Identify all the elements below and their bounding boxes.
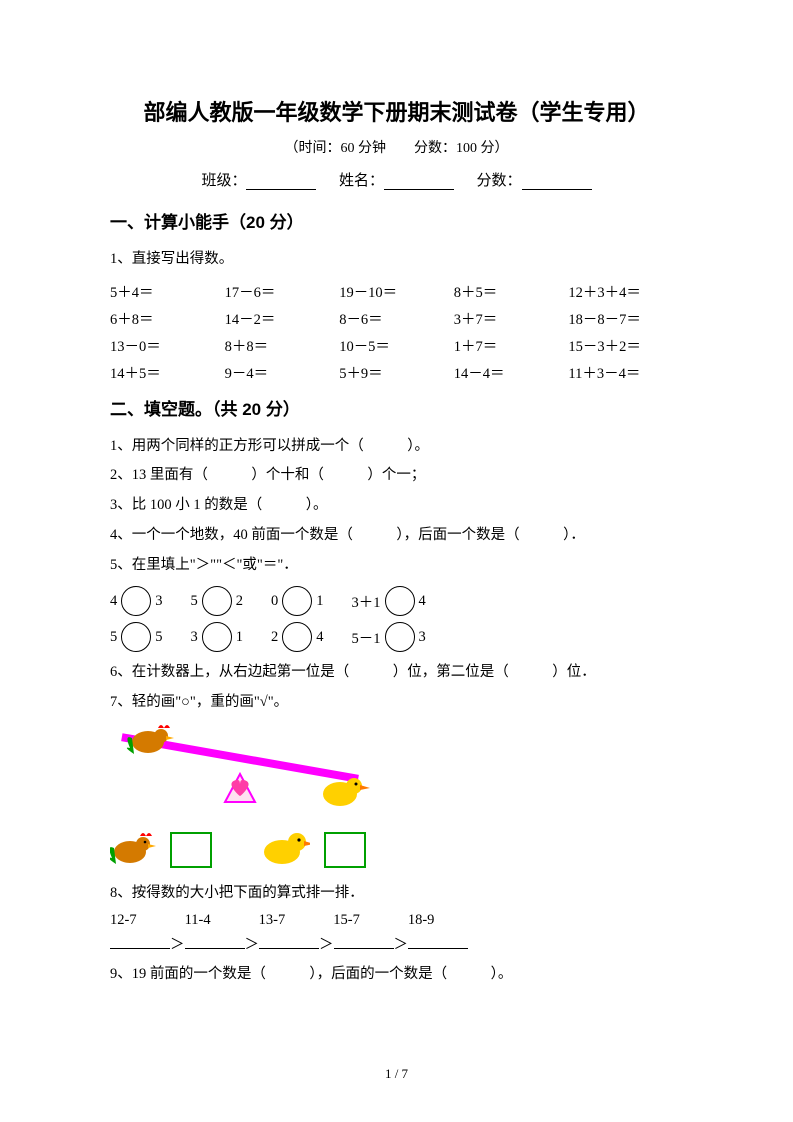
page-footer: 1 / 7	[0, 1066, 793, 1082]
s2-q6: 6、在计数器上，从右边起第一位是（ ）位，第二位是（ ）位．	[110, 658, 683, 688]
calc-cell: 10－5＝	[339, 335, 454, 356]
calc-cell: 8＋8＝	[225, 335, 340, 356]
seesaw-icon	[110, 724, 390, 824]
s1-q1-label: 1、直接写出得数。	[110, 245, 683, 275]
comp-r: 2	[236, 593, 243, 610]
calc-cell: 9－4＝	[225, 362, 340, 383]
comp-l: 5	[191, 593, 198, 610]
rooster-icon	[110, 828, 156, 873]
s2-q1: 1、用两个同样的正方形可以拼成一个（ ）。	[110, 432, 683, 462]
compare-circle[interactable]	[202, 622, 232, 652]
calc-cell: 1＋7＝	[454, 335, 569, 356]
s2-q7: 7、轻的画"○"，重的画"√"。	[110, 688, 683, 718]
sort-blank[interactable]	[185, 935, 245, 949]
comp-r: 3	[155, 593, 162, 610]
compare-item: 3＋1 4	[352, 586, 426, 616]
section2-heading: 二、填空题。（共 20 分）	[110, 395, 683, 420]
calc-cell: 14－4＝	[454, 362, 569, 383]
s2-q3: 3、比 100 小 1 的数是（ ）。	[110, 491, 683, 521]
page-subtitle: （时间：60 分钟 分数：100 分）	[110, 137, 683, 157]
comp-l: 3	[191, 629, 198, 646]
comp-r: 1	[316, 593, 323, 610]
compare-circle[interactable]	[202, 586, 232, 616]
page-title: 部编人教版一年级数学下册期末测试卷（学生专用）	[110, 95, 683, 127]
comp-r: 3	[419, 629, 426, 646]
compare-circle[interactable]	[282, 586, 312, 616]
compare-item: 52	[191, 586, 244, 616]
s2-q5: 5、在里填上"＞""＜"或"＝"．	[110, 551, 683, 581]
score-label: 分数：	[477, 173, 522, 189]
calc-cell: 8－6＝	[339, 308, 454, 329]
sort-items-row: 12-7 11-4 13-7 15-7 18-9	[110, 912, 683, 929]
comp-r: 1	[236, 629, 243, 646]
answer-box-duck[interactable]	[324, 832, 366, 868]
calc-cell: 13－0＝	[110, 335, 225, 356]
calc-cell: 18－8－7＝	[568, 308, 683, 329]
calc-cell: 5＋9＝	[339, 362, 454, 383]
sort-blank[interactable]	[259, 935, 319, 949]
compare-circle[interactable]	[121, 586, 151, 616]
compare-item: 31	[191, 622, 244, 652]
class-label: 班级：	[201, 173, 246, 189]
compare-circle[interactable]	[385, 622, 415, 652]
compare-circle[interactable]	[385, 586, 415, 616]
comp-l: 5	[110, 629, 117, 646]
duck-icon	[260, 828, 310, 873]
class-blank[interactable]	[246, 174, 316, 190]
sort-item: 13-7	[259, 912, 286, 929]
calc-grid: 5＋4＝ 17－6＝ 19－10＝ 8＋5＝ 12＋3＋4＝ 6＋8＝ 14－2…	[110, 281, 683, 383]
calc-cell: 14＋5＝	[110, 362, 225, 383]
page: 部编人教版一年级数学下册期末测试卷（学生专用） （时间：60 分钟 分数：100…	[0, 0, 793, 1122]
comp-l: 5－1	[352, 627, 381, 648]
comp-r: 5	[155, 629, 162, 646]
sort-blank[interactable]	[110, 935, 170, 949]
compare-item: 55	[110, 622, 163, 652]
compare-item: 5－1 3	[352, 622, 426, 652]
calc-cell: 6＋8＝	[110, 308, 225, 329]
calc-cell: 8＋5＝	[454, 281, 569, 302]
sort-blank[interactable]	[408, 935, 468, 949]
seesaw-figure	[110, 724, 390, 824]
compare-circle[interactable]	[282, 622, 312, 652]
sort-blank[interactable]	[334, 935, 394, 949]
comp-r: 4	[316, 629, 323, 646]
answer-row	[110, 828, 683, 873]
calc-cell: 5＋4＝	[110, 281, 225, 302]
sort-blanks-row: ＞＞＞＞	[110, 933, 683, 954]
comp-r: 4	[419, 593, 426, 610]
compare-item: 01	[271, 586, 324, 616]
comp-l: 3＋1	[352, 591, 381, 612]
comp-l: 0	[271, 593, 278, 610]
comp-l: 2	[271, 629, 278, 646]
name-label: 姓名：	[339, 173, 384, 189]
calc-cell: 14－2＝	[225, 308, 340, 329]
calc-cell: 11＋3－4＝	[568, 362, 683, 383]
comp-l: 4	[110, 593, 117, 610]
answer-box-rooster[interactable]	[170, 832, 212, 868]
compare-row-2: 55 31 24 5－13	[110, 622, 683, 652]
compare-item: 24	[271, 622, 324, 652]
s2-q8: 8、按得数的大小把下面的算式排一排．	[110, 879, 683, 909]
sort-item: 11-4	[185, 912, 211, 929]
s2-q2: 2、13 里面有（ ）个十和（ ）个一；	[110, 461, 683, 491]
s2-q9: 9、19 前面的一个数是（ ），后面的一个数是（ ）。	[110, 960, 683, 990]
compare-item: 43	[110, 586, 163, 616]
name-blank[interactable]	[384, 174, 454, 190]
sort-item: 12-7	[110, 912, 137, 929]
calc-cell: 12＋3＋4＝	[568, 281, 683, 302]
calc-cell: 19－10＝	[339, 281, 454, 302]
section1-heading: 一、计算小能手（20 分）	[110, 208, 683, 233]
score-blank[interactable]	[522, 174, 592, 190]
compare-circle[interactable]	[121, 622, 151, 652]
calc-cell: 17－6＝	[225, 281, 340, 302]
calc-cell: 15－3＋2＝	[568, 335, 683, 356]
calc-cell: 3＋7＝	[454, 308, 569, 329]
compare-row-1: 43 52 01 3＋14	[110, 586, 683, 616]
info-line: 班级： 姓名： 分数：	[110, 169, 683, 190]
s2-q4: 4、一个一个地数，40 前面一个数是（ ），后面一个数是（ ）．	[110, 521, 683, 551]
sort-item: 18-9	[408, 912, 435, 929]
sort-item: 15-7	[333, 912, 360, 929]
